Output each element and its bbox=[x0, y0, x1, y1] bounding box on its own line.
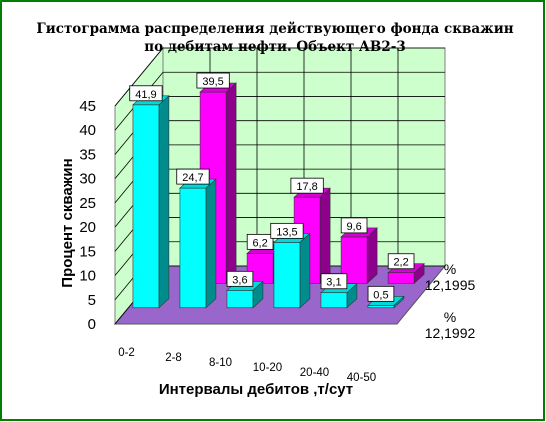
y-tick-label: 25 bbox=[79, 195, 96, 212]
data-label-box bbox=[387, 253, 415, 270]
bar-8-10-s1: 3,6 bbox=[226, 270, 264, 309]
data-label-box bbox=[129, 85, 163, 102]
bar-side bbox=[366, 227, 378, 285]
y-tick-label: 40 bbox=[79, 122, 96, 139]
x-tick-label: 8-10 bbox=[209, 357, 232, 369]
bar-20-40-s1: 3,1 bbox=[320, 273, 358, 309]
x-axis-label: Интервалы дебитов ,т/сут bbox=[159, 381, 353, 398]
gridline-side bbox=[114, 47, 164, 107]
bar-10-20-s1: 13,5 bbox=[270, 222, 311, 309]
data-label-box bbox=[320, 273, 348, 290]
y-tick-label: 5 bbox=[88, 292, 96, 309]
y-tick-label: 30 bbox=[79, 171, 96, 188]
bar-front bbox=[320, 292, 348, 309]
data-label: 3,1 bbox=[326, 277, 341, 289]
bar-front bbox=[132, 104, 160, 309]
chart-title: Гистограмма распределения действующего ф… bbox=[36, 21, 513, 37]
bar-20-40-s0: 9,6 bbox=[340, 217, 378, 285]
series-label: 12,1992 bbox=[425, 325, 476, 341]
y-axis-label: Процент скважин bbox=[59, 158, 76, 287]
bar-side bbox=[319, 187, 331, 285]
data-label-box bbox=[270, 222, 304, 239]
series-label: % bbox=[444, 309, 456, 325]
bar-front bbox=[226, 290, 254, 309]
y-tick-label: 10 bbox=[79, 268, 96, 285]
x-tick-label: 0-2 bbox=[118, 347, 135, 359]
y-tick-label: 45 bbox=[79, 98, 96, 115]
bar-40-50-s1: 0,5 bbox=[367, 285, 405, 309]
data-label: 3,6 bbox=[232, 274, 247, 286]
y-tick-label: 20 bbox=[79, 219, 96, 236]
data-label: 6,2 bbox=[252, 237, 267, 249]
data-label: 39,5 bbox=[202, 76, 223, 88]
series-label: 12,1995 bbox=[425, 277, 476, 293]
data-label: 0,5 bbox=[373, 289, 388, 301]
x-tick-label: 20-40 bbox=[300, 367, 329, 379]
x-tick-label: 40-50 bbox=[347, 372, 376, 384]
data-label: 24,7 bbox=[182, 172, 203, 184]
data-label-box bbox=[246, 233, 274, 250]
bar-front bbox=[367, 305, 395, 309]
data-label: 9,6 bbox=[346, 221, 361, 233]
series-label: % bbox=[444, 261, 456, 277]
x-tick-label: 10-20 bbox=[253, 362, 282, 374]
data-label-box bbox=[290, 177, 324, 194]
data-label: 13,5 bbox=[276, 226, 297, 238]
bar-0-2-s1: 41,9 bbox=[129, 85, 170, 309]
bar-side bbox=[158, 95, 170, 309]
y-tick-label: 15 bbox=[79, 243, 96, 260]
bar-side bbox=[299, 232, 311, 309]
data-label-box bbox=[196, 72, 230, 89]
data-label: 41,9 bbox=[135, 89, 156, 101]
bar-40-50-s0: 2,2 bbox=[387, 253, 425, 285]
y-tick-label: 35 bbox=[79, 146, 96, 163]
bar-front bbox=[179, 187, 207, 309]
bar-side bbox=[225, 82, 237, 285]
data-label: 17,8 bbox=[296, 181, 317, 193]
data-label-box bbox=[367, 285, 395, 302]
y-tick-label: 0 bbox=[88, 316, 96, 333]
bar-side bbox=[205, 178, 217, 309]
data-label-box bbox=[340, 217, 368, 234]
chart-title: по дебитам нефти. Объект АВ2-3 bbox=[144, 39, 405, 55]
x-tick-label: 2-8 bbox=[165, 352, 182, 364]
data-label: 2,2 bbox=[393, 257, 408, 269]
bar-2-8-s1: 24,7 bbox=[176, 168, 217, 309]
data-label-box bbox=[226, 270, 254, 287]
bar-front bbox=[273, 242, 301, 309]
bar-front bbox=[387, 272, 415, 284]
data-label-box bbox=[176, 168, 210, 185]
